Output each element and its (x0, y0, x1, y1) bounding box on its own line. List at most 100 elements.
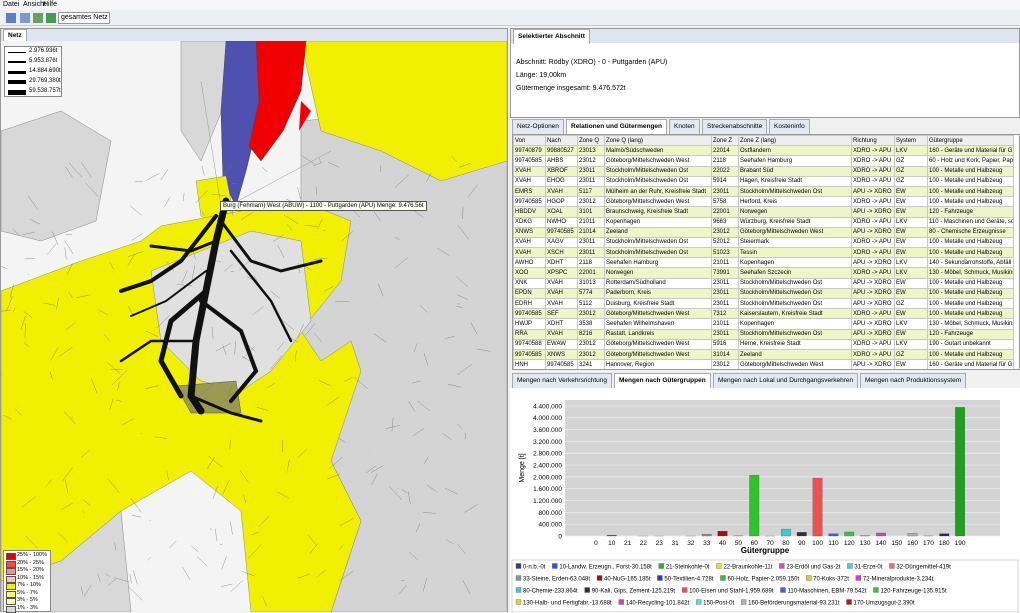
table-cell: Norwegen (605, 268, 712, 278)
table-cell: 99740585 (514, 156, 546, 166)
bar (750, 475, 760, 536)
x-tick-label: 80 (782, 540, 790, 547)
tool-icon[interactable] (33, 13, 43, 23)
table-cell: GZ (895, 166, 928, 176)
table-cell: XAGV (546, 237, 578, 247)
legend-line (8, 80, 26, 84)
column-header[interactable]: Gütergruppe (928, 136, 1014, 146)
bar (718, 531, 728, 536)
table-cell: Stockholm/Mittelschweden Ost (605, 166, 712, 176)
tab[interactable]: Streckenabschnitte (702, 119, 767, 134)
column-header[interactable]: System (895, 136, 928, 146)
legend-swatch (781, 588, 786, 593)
legend-swatch (6, 576, 16, 583)
column-header[interactable]: Zone Q (578, 136, 605, 146)
tab[interactable]: Mengen nach Gütergruppen (614, 373, 711, 388)
column-header[interactable]: Richtung (852, 136, 895, 146)
tab[interactable]: Mengen nach Verkehrsrichtung (512, 373, 612, 388)
column-header[interactable]: Zone Z (lang) (739, 136, 852, 146)
y-tick-label: 1.200.000 (533, 498, 562, 505)
table-cell: Göteborg/Mittelschweden West (605, 309, 712, 319)
table-cell: XVAH (514, 176, 546, 186)
table-cell: 190 - Gutart unbekannt (928, 339, 1014, 349)
column-header[interactable]: Zone Z (712, 136, 739, 146)
scope-dropdown[interactable]: gesamtes Netz (58, 12, 110, 24)
table-cell: 21011 (712, 258, 739, 268)
legend-label: 25% - 100% (17, 552, 47, 558)
table-cell: APU -> XDRO (852, 319, 895, 329)
legend-label: 3% - 5% (17, 597, 38, 603)
legend-label: 130-Halb- und Fertigfabr.-13.688t (523, 600, 612, 606)
tool-icon[interactable] (20, 13, 30, 23)
legend-label: 40-NuG-165.185t (604, 576, 651, 582)
menu-item[interactable]: Hilfe (43, 1, 57, 8)
legend-label: 21-Steinkohle-0t (666, 564, 710, 570)
legend-swatch (806, 576, 811, 581)
tab[interactable]: Mengen nach Produktionssystem (860, 373, 966, 388)
legend-label: 140-Recycling-101.842t (626, 600, 690, 606)
tool-icon[interactable] (6, 13, 16, 23)
table-cell: Stockholm/Mittelschweden Ost (739, 299, 852, 309)
column-header[interactable]: Zone Q (lang) (605, 136, 712, 146)
tab[interactable]: Knoten (669, 119, 700, 134)
tab[interactable]: Netz-Optionen (512, 119, 564, 134)
table-cell: 100 - Metalle und Halbzeug (928, 309, 1014, 319)
table-cell: 3241 (578, 360, 605, 370)
menu-item[interactable]: Datei (3, 1, 19, 8)
table-cell: Hagen, Kreisfreie Stadt (739, 176, 852, 186)
table-cell: APU -> XDRO (852, 258, 895, 268)
table-cell: RRA (514, 329, 546, 339)
tab[interactable]: Relationen und Gütermengen (566, 119, 667, 134)
table-cell: APU -> XDRO (852, 288, 895, 298)
table-cell: XBROF (546, 166, 578, 176)
table-cell: 110 - Maschinen und Geräte, so (928, 217, 1014, 227)
x-tick-label: 32 (687, 540, 695, 547)
tab[interactable]: Mengen nach Lokal und Durchgangsverkehre… (713, 373, 858, 388)
tool-icon[interactable] (46, 13, 56, 23)
column-header[interactable]: Nach (546, 136, 578, 146)
column-header[interactable]: Von (514, 136, 546, 146)
table-cell: Stockholm/Mittelschweden Ost (739, 278, 852, 288)
legend-label: 100-Eisen und Stahl-1.959.689t (689, 588, 774, 594)
y-tick-label: 2.800.000 (533, 451, 562, 458)
table-cell: APU -> XDRO (852, 329, 895, 339)
map-tooltip: Burg (Fehmarn) West (ABUW) - 1100 - Putt… (220, 201, 427, 211)
table-cell: EW (895, 309, 928, 319)
table-cell: Norwegen (739, 207, 852, 217)
table-cell: LKV (895, 258, 928, 268)
table-cell: EW (895, 227, 928, 237)
bar (797, 532, 807, 536)
y-axis-label: Menge [t] (519, 453, 526, 482)
x-tick-label: 190 (955, 540, 966, 547)
section-tab[interactable]: Selektierter Abschnitt (513, 29, 590, 44)
table-cell: 120 - Fahrzeuge (928, 207, 1014, 217)
tab[interactable]: Kosteninfo (769, 119, 810, 134)
legend-swatch (741, 600, 746, 605)
table-cell: Stockholm/Mittelschweden Ost (739, 186, 852, 196)
